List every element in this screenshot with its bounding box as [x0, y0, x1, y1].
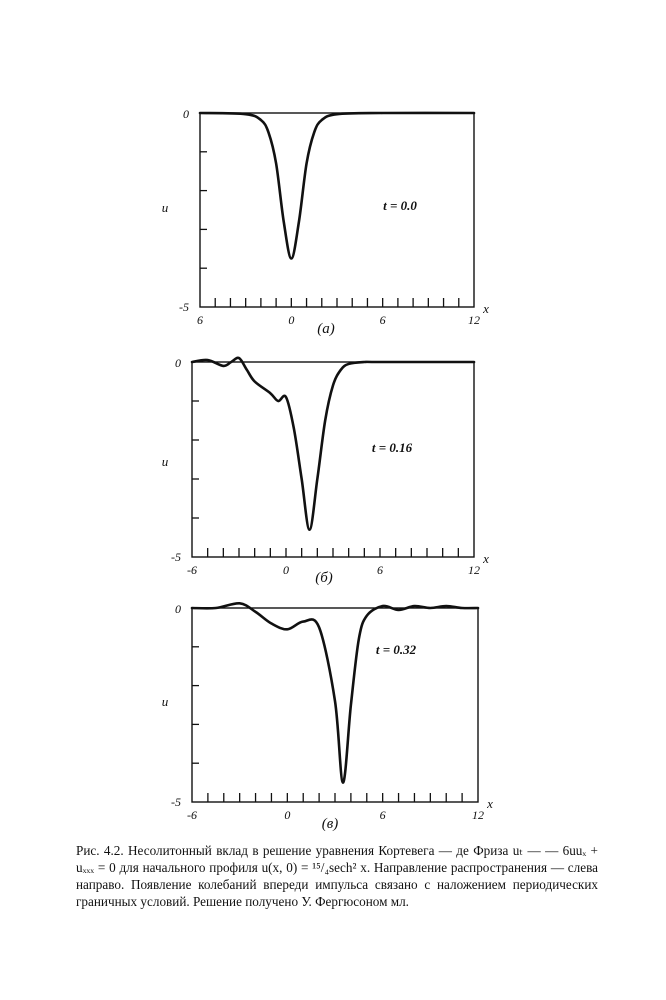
plot-frame	[199, 112, 475, 308]
x-axis-label: x	[482, 301, 489, 316]
y-tick-label-top: 0	[175, 356, 181, 370]
x-tick-label: 12	[468, 313, 480, 327]
x-tick-label: 6	[377, 563, 383, 577]
x-tick-label: 6	[380, 808, 386, 822]
y-axis-label: u	[162, 454, 169, 469]
solution-curve	[190, 602, 480, 784]
x-tick-label: 0	[283, 563, 289, 577]
time-annotation: t = 0.0	[383, 198, 417, 213]
x-tick-label: 0	[288, 313, 294, 327]
x-tick-label: 0	[284, 808, 290, 822]
x-tick-label: -6	[187, 563, 197, 577]
plot-frame	[191, 361, 475, 558]
panel-c: 0 -5 u -6 0 6 12x t = 0.32 (в)	[162, 602, 493, 832]
figure-caption: Рис. 4.2. Несолитонный вклад в решение у…	[76, 843, 598, 909]
panel-label: (a)	[317, 321, 335, 337]
y-tick-label-bottom: -5	[171, 550, 181, 564]
x-tick-label: 12	[472, 808, 484, 822]
time-annotation: t = 0.16	[372, 440, 413, 455]
panel-b: 0 -5 u -6 0 6 12x t = 0.16 (б)	[162, 356, 489, 586]
x-axis-label: x	[486, 796, 493, 811]
time-annotation: t = 0.32	[376, 642, 417, 657]
solution-curve	[198, 111, 476, 260]
y-axis-label: u	[162, 694, 169, 709]
x-tick-label: 12	[468, 563, 480, 577]
panel-label: (в)	[322, 816, 339, 832]
y-tick-label-bottom: -5	[179, 300, 189, 314]
x-tick-label: 6	[197, 313, 203, 327]
solution-curve	[190, 356, 476, 531]
x-tick-label: 6	[380, 313, 386, 327]
y-tick-label-top: 0	[183, 107, 189, 121]
panel-label: (б)	[315, 570, 333, 586]
y-tick-label-top: 0	[175, 602, 181, 616]
y-axis-label: u	[162, 200, 169, 215]
panel-a: 0 -5 u 6 0 6 12x t = 0.0 (a)	[162, 107, 489, 337]
x-tick-label: -6	[187, 808, 197, 822]
y-tick-label-bottom: -5	[171, 795, 181, 809]
x-axis-label: x	[482, 551, 489, 566]
